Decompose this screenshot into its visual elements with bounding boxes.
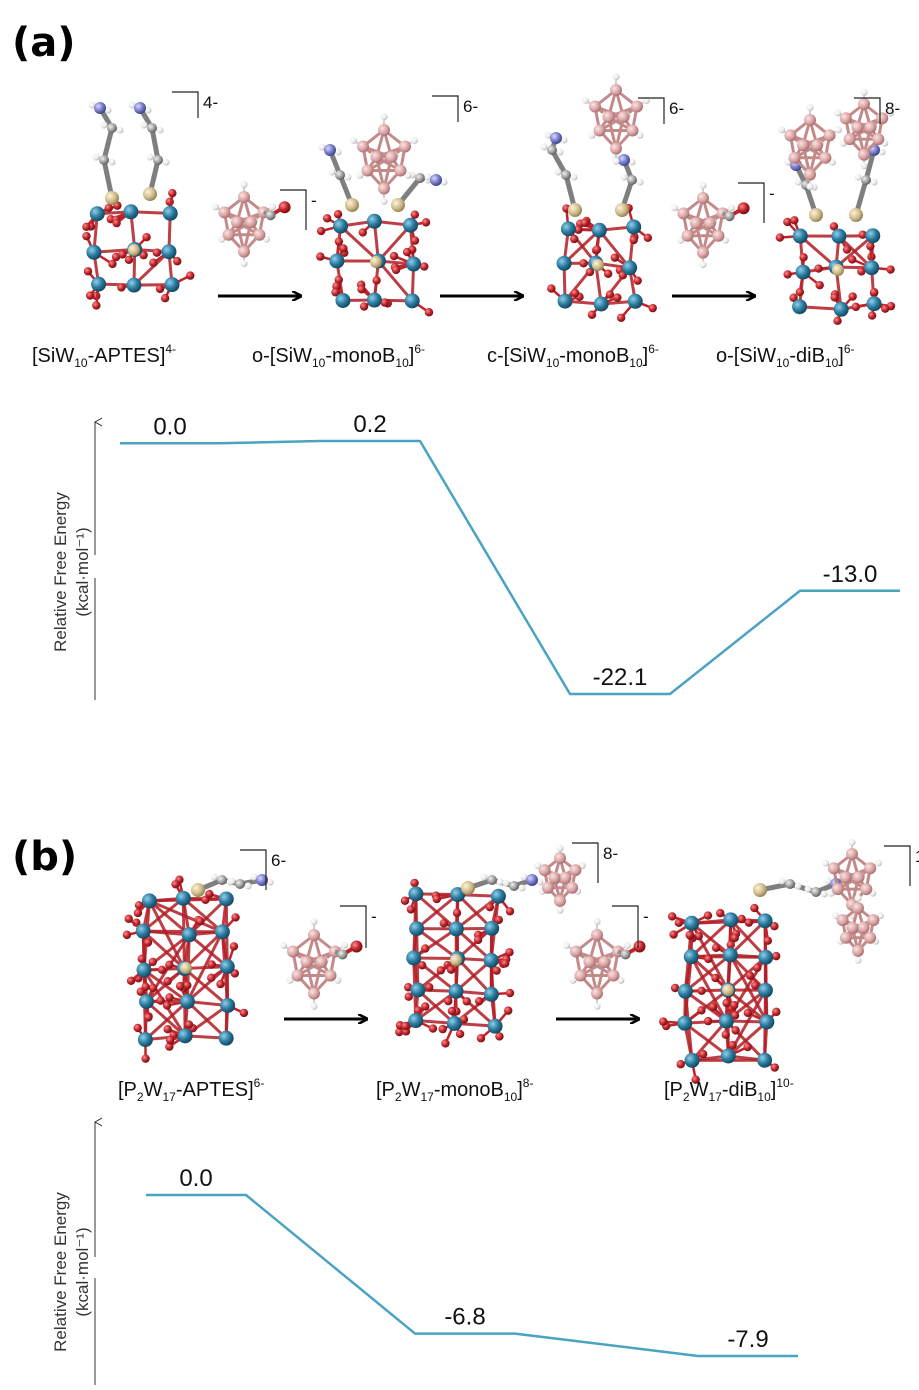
carborane-cluster-a4-1 [778,103,842,191]
energy-label-b-1: 0.0 [179,1165,212,1192]
species-name-b3: [P2W17-diB10]10- [664,1076,794,1104]
y-axis-label-b-line2: (kcal·mol⁻¹) [73,1227,92,1316]
charge-label-reagent-b1: - [371,907,377,926]
carborane-cluster-reagent-a2 [671,181,750,269]
panel-label-b: (b) [12,834,77,880]
charge-label-b1: 6- [271,851,286,870]
carborane-cluster-b2 [534,844,586,914]
species-name-b1: [P2W17-APTES]6- [118,1076,264,1104]
charge-bracket-reagent-a2 [738,182,765,223]
charge-bracket-a3 [638,97,665,124]
charge-bracket-b1 [240,849,267,890]
organic-linker-a2-right [391,171,448,212]
energy-label-a-4: -13.0 [823,561,878,588]
molecular-structures [82,73,896,1084]
polyoxometalate-b3 [659,903,781,1084]
charge-label-a2: 6- [463,97,478,116]
carborane-cluster-b3-2 [832,894,884,964]
charge-label-reagent-a2: - [769,184,775,203]
energy-axis-a: Relative Free Energy (kcal·mol⁻¹) [51,422,95,700]
polyoxometalate-a2 [316,210,434,317]
energy-label-a-2: 0.2 [353,411,386,438]
carborane-cluster-a3 [582,73,650,165]
charge-bracket-a4 [854,97,881,124]
charge-label-reagent-a1: - [311,191,317,210]
polyoxometalate-a3 [547,203,657,322]
polyoxometalate-a4 [775,216,896,326]
panel-label-a: (a) [12,20,76,66]
organic-linker-a2-left [318,143,359,212]
charge-bracket-reagent-b1 [340,905,367,948]
charge-label-b3: 10- [915,847,919,866]
species-name-b2: [P2W17-monoB10]8- [376,1076,533,1104]
energy-axis-b: Relative Free Energy (kcal·mol⁻¹) [51,1122,95,1385]
charge-label-reagent-b2: - [643,907,649,926]
energy-profile-line-b [146,1193,798,1358]
charge-brackets: 4- 6- 6- 8- - - 6- 8- 10- - - [172,91,919,948]
polyoxometalate-b2 [395,878,515,1048]
energy-label-b-3: -7.9 [727,1326,768,1353]
energy-label-b-2: -6.8 [444,1304,485,1331]
charge-label-b2: 8- [603,844,618,863]
charge-bracket-b2 [572,842,599,883]
species-name-a3: c-[SiW10-monoB10]6- [487,342,659,370]
charge-label-a3: 6- [669,99,684,118]
charge-bracket-a1 [172,91,199,118]
carborane-cluster-reagent-a1 [212,180,291,268]
polyoxometalate-a1 [82,188,195,310]
organic-linker-a4-right [849,143,886,222]
species-name-a4: o-[SiW10-diB10]6- [716,342,855,370]
charge-bracket-reagent-b2 [612,905,639,948]
carborane-cluster-reagent-b1 [280,918,363,1010]
carborane-cluster-reagent-b2 [563,918,646,1010]
charge-label-a1: 4- [203,93,218,112]
energy-profile-a: 0.0 0.2 -22.1 -13.0 [120,411,900,696]
polyoxometalate-b1 [122,875,249,1063]
charge-bracket-reagent-a1 [280,189,307,230]
species-name-a1: [SiW10-APTES]4- [32,342,176,370]
reaction-arrows [218,296,754,1019]
organic-linker-b1 [191,873,274,897]
carborane-cluster-b3-1 [822,838,882,920]
carborane-cluster-a4-2 [834,88,894,170]
carborane-cluster-a2 [350,113,418,205]
organic-linker-b3 [753,877,848,898]
energy-profile-line-a [120,439,900,696]
energy-label-a-3: -22.1 [593,664,648,691]
organic-linker-a1-right [128,101,170,201]
organic-linker-a3-left [540,131,582,217]
organic-linker-b2 [461,873,544,895]
charge-label-a4: 8- [885,99,900,118]
energy-label-a-1: 0.0 [153,413,186,440]
charge-bracket-a2 [432,95,459,122]
charge-bracket-b3 [884,845,911,886]
organic-linker-a1-left [88,101,124,205]
energy-profile-b: 0.0 -6.8 -7.9 [146,1165,798,1358]
y-axis-label-a-line1: Relative Free Energy [51,492,70,652]
y-axis-label-b-line1: Relative Free Energy [51,1192,70,1352]
y-axis-label-a-line2: (kcal·mol⁻¹) [73,527,92,616]
species-name-a2: o-[SiW10-monoB10]6- [252,342,425,370]
